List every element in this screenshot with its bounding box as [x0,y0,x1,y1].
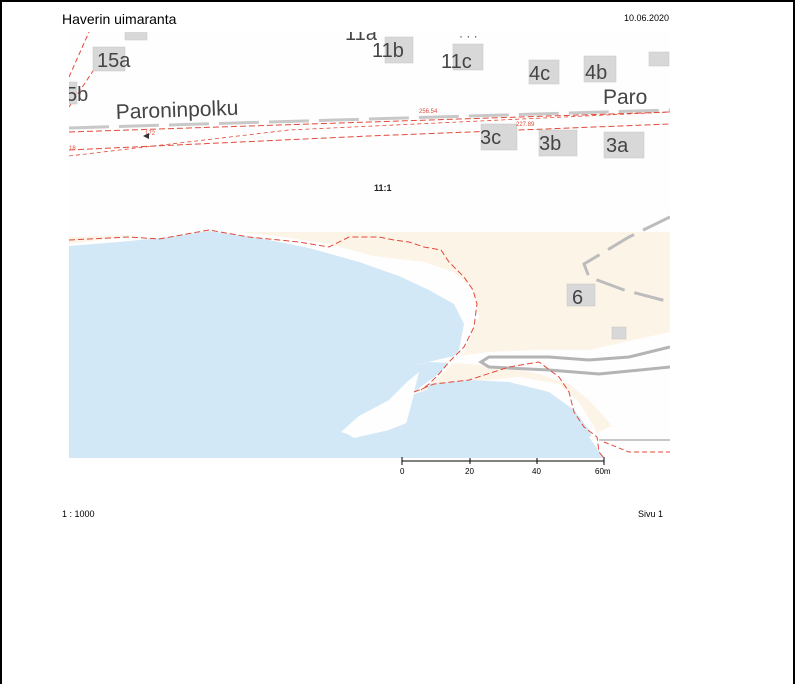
road-east [582,215,670,304]
label-6: 6 [572,287,583,309]
scale-label-40: 40 [532,467,541,476]
map-view[interactable]: 11a 15a 11b 11c 4c 4b 5b 3c 3b 3a 6 Paro… [69,32,670,458]
map-canvas[interactable]: 11a 15a 11b 11c 4c 4b 5b 3c 3b 3a 6 Paro… [69,32,670,458]
boundary-line-1 [69,111,670,133]
building-4b [583,55,617,83]
path-south [478,345,670,376]
label-11a: 11a [345,32,378,45]
small-number-227: 227.89 [516,122,535,128]
building-4c [528,59,560,85]
scale-bar: 0 20 40 60m [400,457,611,476]
page-title: Haverin uimaranta [62,11,177,27]
building-5b [69,81,78,105]
peninsula [341,372,419,436]
small-number-256: 256.54 [419,109,438,115]
street-label-paro: Paro [603,86,647,109]
small-number-18: 18 [69,146,76,152]
boundary-line-2 [69,123,670,151]
label-11c: 11c [441,51,472,73]
dots-label: · · · [459,32,478,43]
building-3b [538,129,578,157]
beach-area [69,229,670,458]
label-3b: 3b [539,133,561,155]
scale-label-60m: 60m [595,467,611,476]
east-land [589,427,670,458]
scale-ratio: 1 : 1000 [62,509,95,519]
building-3c [480,123,518,151]
label-3c: 3c [480,127,501,149]
parcel-label: 11:1 [374,183,392,193]
label-4c: 4c [529,63,550,85]
building-east [648,51,670,67]
boundary-shore [69,229,478,391]
building-small [611,326,627,340]
building-15a [92,46,126,72]
print-date: 10.06.2020 [624,13,670,23]
triangle-marker [143,133,149,139]
building-11c [452,43,484,71]
building-3a [603,131,645,159]
road-paroninpolku [69,108,670,130]
label-5b: 5b [69,84,88,106]
land-strip [407,332,670,458]
land-north [69,32,670,237]
building-11b [384,36,414,64]
building-6 [566,283,596,307]
scale-label-0: 0 [400,467,405,476]
scale-label-20: 20 [465,467,474,476]
page-number: Sivu 1 [638,509,664,519]
boundary-south [413,361,605,458]
label-4b: 4b [585,62,607,84]
building-11a [124,32,148,41]
boundary-southeast [603,441,670,453]
label-3a: 3a [606,135,629,157]
label-15a: 15a [97,50,131,72]
small-number-172: 172 [145,131,156,137]
label-11b: 11b [372,40,404,62]
boundary-line-3 [69,111,670,157]
water-bay-fill [404,382,599,458]
street-label-paroninpolku: Paroninpolku [115,97,238,124]
